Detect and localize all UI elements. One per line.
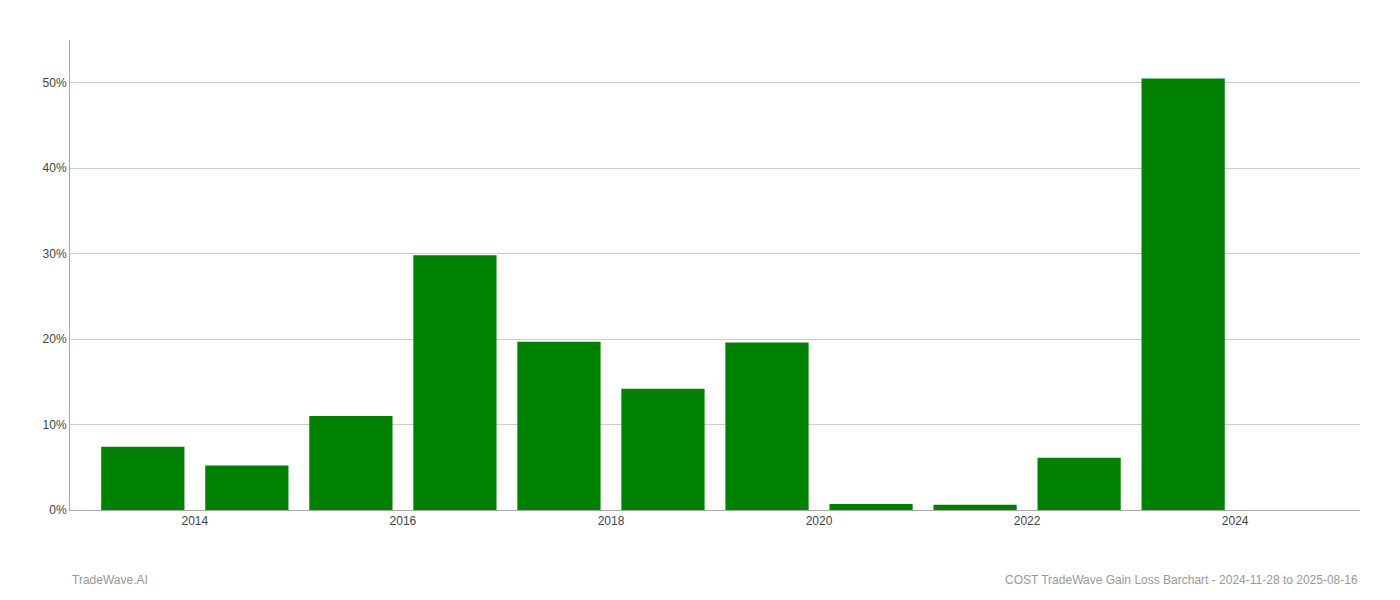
svg-text:0%: 0% xyxy=(49,503,67,517)
svg-text:2024: 2024 xyxy=(1222,514,1249,528)
svg-text:40%: 40% xyxy=(43,161,67,175)
svg-text:COST TradeWave Gain Loss Barch: COST TradeWave Gain Loss Barchart - 2024… xyxy=(1005,573,1358,587)
svg-text:TradeWave.AI: TradeWave.AI xyxy=(72,573,148,587)
svg-text:30%: 30% xyxy=(43,247,67,261)
svg-text:2022: 2022 xyxy=(1014,514,1041,528)
svg-text:50%: 50% xyxy=(43,76,67,90)
svg-text:2020: 2020 xyxy=(806,514,833,528)
svg-text:10%: 10% xyxy=(43,418,67,432)
svg-text:2016: 2016 xyxy=(390,514,417,528)
svg-text:2018: 2018 xyxy=(598,514,625,528)
svg-text:2014: 2014 xyxy=(181,514,208,528)
svg-text:20%: 20% xyxy=(43,332,67,346)
